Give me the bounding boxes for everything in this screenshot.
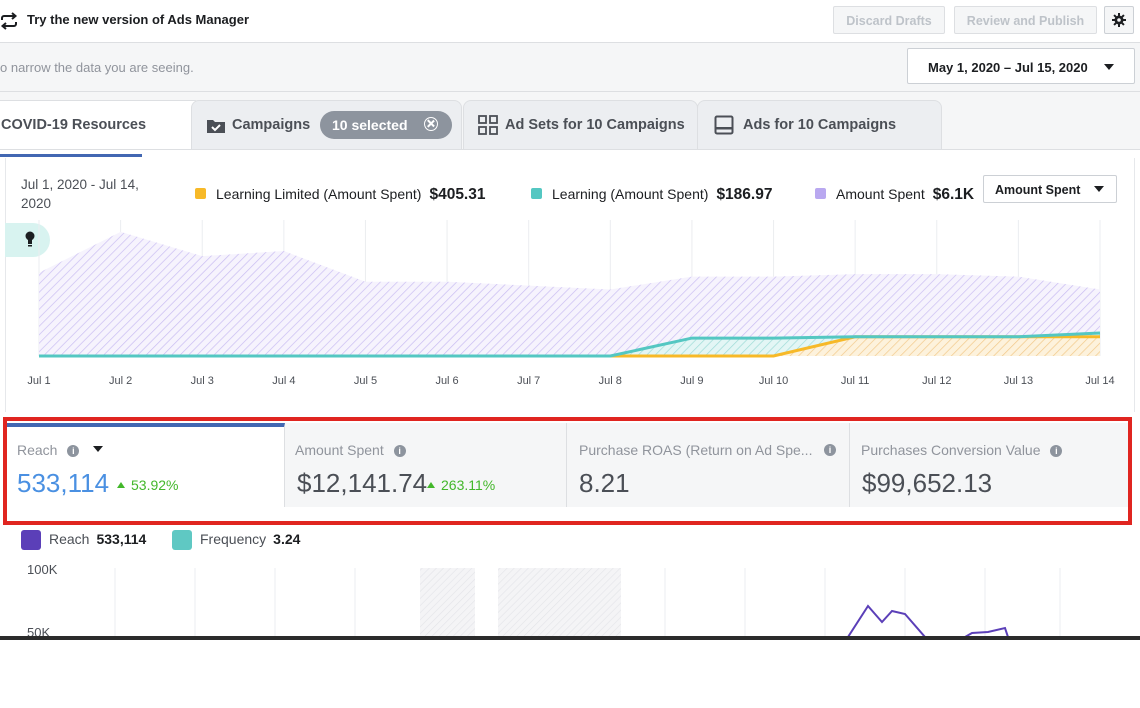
legend-value: 3.24 bbox=[273, 531, 301, 547]
ads-manager-screen: Try the new version of Ads Manager Disca… bbox=[0, 0, 1140, 637]
folder-check-icon bbox=[207, 120, 225, 133]
tab-label: Campaigns bbox=[232, 117, 311, 133]
metric-card-reach[interactable]: Reach i 533,114 53.92% bbox=[7, 423, 285, 507]
tab-label: COVID-19 Resources bbox=[1, 117, 147, 133]
reach-line bbox=[847, 604, 1009, 637]
legend-name: Amount Spent bbox=[836, 186, 925, 202]
metric-card-purchase-roas[interactable]: Purchase ROAS (Return on Ad Spe... i 8.2… bbox=[567, 423, 850, 507]
date-range-picker[interactable]: May 1, 2020 – Jul 15, 2020 bbox=[907, 48, 1135, 84]
metric-value: 8.21 bbox=[579, 468, 630, 498]
legend-name: Learning Limited (Amount Spent) bbox=[216, 186, 422, 202]
selected-count-label: 10 selected bbox=[332, 117, 408, 133]
filter-hint: o narrow the data you are seeing. bbox=[0, 60, 194, 75]
ad-icon bbox=[714, 115, 734, 135]
active-tab-indicator bbox=[0, 154, 142, 157]
metric-card-amount-spent[interactable]: Amount Spent i $12,141.74 263.11% bbox=[285, 423, 567, 507]
legend-swatch bbox=[815, 188, 826, 199]
clear-selection-icon[interactable] bbox=[424, 117, 438, 131]
metric-delta: 263.11% bbox=[441, 477, 496, 493]
metric-value: $99,652.13 bbox=[862, 468, 993, 498]
highlight-annotation bbox=[3, 417, 1132, 525]
tab-label: Ad Sets for 10 Campaigns bbox=[505, 117, 685, 133]
bottom-chart-gridlines bbox=[114, 568, 1061, 637]
y-tick-label: 50K bbox=[27, 625, 51, 637]
grid-icon bbox=[478, 115, 498, 135]
metric-title: Reach bbox=[17, 442, 58, 458]
legend-value: $6.1K bbox=[932, 186, 975, 203]
metric-title: Purchases Conversion Value bbox=[861, 442, 1041, 458]
discard-drafts-button[interactable]: Discard Drafts bbox=[833, 6, 945, 34]
legend-name: Reach bbox=[49, 531, 90, 547]
chevron-down-icon bbox=[1094, 186, 1104, 192]
review-and-publish-button[interactable]: Review and Publish bbox=[954, 6, 1097, 34]
metric-value: $12,141.74 bbox=[297, 468, 428, 498]
metric-value: 533,114 bbox=[17, 468, 110, 498]
y-tick-label: 100K bbox=[27, 562, 58, 577]
metric-title: Amount Spent bbox=[295, 442, 384, 458]
info-icon[interactable]: i bbox=[67, 445, 80, 457]
selected-count-pill[interactable]: 10 selected bbox=[320, 111, 452, 139]
metric-title: Purchase ROAS (Return on Ad Spe... bbox=[579, 442, 813, 458]
date-range-label: May 1, 2020 – Jul 15, 2020 bbox=[928, 60, 1088, 75]
top-bar: Try the new version of Ads Manager Disca… bbox=[0, 0, 1140, 43]
arrow-up-icon bbox=[117, 482, 125, 488]
chart-metric-dropdown[interactable]: Amount Spent bbox=[983, 175, 1117, 203]
legend-name: Frequency bbox=[200, 531, 267, 547]
tab-label: Ads for 10 Campaigns bbox=[743, 117, 897, 133]
settings-button[interactable] bbox=[1104, 6, 1134, 34]
insight-bulb-button[interactable] bbox=[5, 223, 50, 257]
lightbulb-icon bbox=[25, 231, 35, 247]
tab-campaigns[interactable]: Campaigns 10 selected bbox=[191, 100, 462, 149]
tab-ad-sets[interactable]: Ad Sets for 10 Campaigns bbox=[463, 100, 698, 149]
tab-covid-resources[interactable]: COVID-19 Resources bbox=[0, 100, 202, 149]
legend-swatch bbox=[21, 530, 41, 550]
hatched-region bbox=[420, 568, 475, 637]
hatched-region bbox=[498, 568, 621, 637]
info-icon[interactable]: i bbox=[1050, 445, 1063, 457]
legend-value: 533,114 bbox=[96, 531, 147, 547]
info-icon[interactable]: i bbox=[824, 444, 836, 456]
try-new-version-link[interactable]: Try the new version of Ads Manager bbox=[27, 12, 250, 27]
metric-delta: 53.92% bbox=[131, 477, 179, 493]
gear-icon bbox=[1112, 13, 1126, 27]
legend-swatch bbox=[195, 188, 206, 199]
screenshot-border bbox=[0, 636, 1140, 640]
legend-swatch bbox=[531, 188, 542, 199]
switch-icon[interactable] bbox=[0, 12, 18, 30]
chart-metric-label: Amount Spent bbox=[995, 183, 1081, 197]
legend-name: Learning (Amount Spent) bbox=[552, 186, 709, 202]
chevron-down-icon bbox=[1104, 64, 1114, 70]
legend-value: $186.97 bbox=[716, 186, 773, 203]
chart-date-range: Jul 1, 2020 - Jul 14, 2020 bbox=[21, 177, 139, 211]
filter-row: o narrow the data you are seeing. May 1,… bbox=[0, 43, 1140, 92]
info-icon[interactable]: i bbox=[393, 445, 406, 457]
tab-bar: COVID-19 Resources Campaigns 10 selected… bbox=[0, 92, 1140, 150]
legend-swatch bbox=[172, 530, 192, 550]
legend-value: $405.31 bbox=[429, 186, 486, 203]
arrow-up-icon bbox=[427, 482, 435, 488]
metric-card-conversion-value[interactable]: Purchases Conversion Value i $99,652.13 bbox=[850, 423, 1130, 507]
tab-ads[interactable]: Ads for 10 Campaigns bbox=[697, 100, 942, 149]
chevron-down-icon[interactable] bbox=[93, 446, 104, 452]
